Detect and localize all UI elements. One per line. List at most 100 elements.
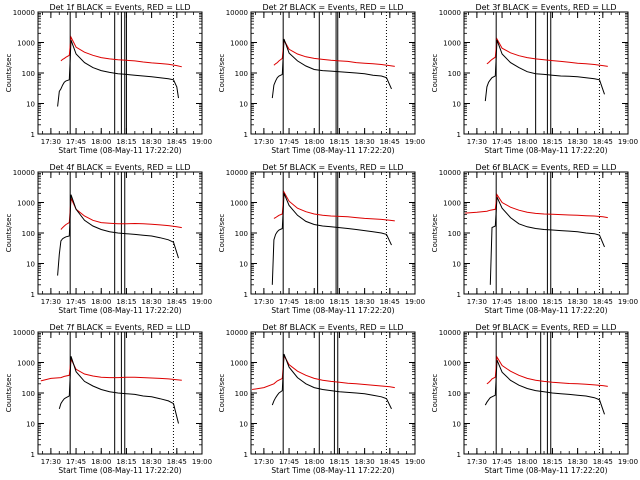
- x-tick-label: 17:30: [467, 298, 487, 306]
- y-axis-label: Counts/sec: [218, 374, 226, 413]
- series-lld-line: [40, 357, 182, 382]
- y-tick-label: 10: [452, 421, 461, 429]
- x-tick-label: 18:15: [116, 298, 136, 306]
- x-tick-label: 18:15: [329, 458, 349, 466]
- y-tick-label: 1: [31, 131, 35, 139]
- panel-det-2: Det 2f BLACK = Events, RED = LLD 1 10 100 10…: [218, 3, 425, 155]
- x-tick-label: 18:30: [355, 458, 375, 466]
- y-tick-label: 1: [31, 451, 35, 459]
- x-tick-label: 18:15: [542, 458, 562, 466]
- plot-title: Det 9f BLACK = Events, RED = LLD: [475, 323, 616, 332]
- y-tick-label: 1000: [230, 200, 248, 208]
- x-tick-label: 18:30: [568, 298, 588, 306]
- plot-title: Det 3f BLACK = Events, RED = LLD: [475, 3, 616, 12]
- x-tick-label: 18:00: [304, 298, 324, 306]
- y-tick-label: 1: [244, 291, 248, 299]
- x-axis-label: Start Time (08-May-11 17:22:20): [58, 466, 181, 475]
- y-tick-label: 1000: [17, 40, 35, 48]
- y-tick-label: 1: [244, 131, 248, 139]
- x-tick-label: 17:45: [279, 458, 299, 466]
- y-tick-label: 1000: [230, 40, 248, 48]
- panel-det-9: Det 9f BLACK = Events, RED = LLD 1 10 100 10…: [431, 323, 638, 475]
- panel-det-3: Det 3f BLACK = Events, RED = LLD 1 10 100 10…: [431, 3, 638, 155]
- x-tick-label: 18:00: [91, 298, 111, 306]
- y-axis-label: Counts/sec: [431, 54, 439, 93]
- panel-det-4: Det 4f BLACK = Events, RED = LLD 1 10 100 10…: [5, 163, 212, 315]
- y-tick-label: 10000: [226, 9, 248, 17]
- y-tick-label: 100: [235, 70, 248, 78]
- y-tick-label: 10000: [13, 9, 35, 17]
- panel-det-6: Det 6f BLACK = Events, RED = LLD 1 10 100 10…: [431, 163, 638, 315]
- y-tick-label: 100: [22, 230, 35, 238]
- x-tick-label: 18:45: [167, 298, 187, 306]
- x-tick-label: 18:00: [91, 138, 111, 146]
- x-tick-label: 17:45: [492, 138, 512, 146]
- x-tick-label: 18:45: [380, 138, 400, 146]
- x-tick-label: 18:30: [568, 138, 588, 146]
- x-tick-label: 18:00: [517, 458, 537, 466]
- x-tick-label: 19:00: [618, 458, 638, 466]
- series-lld-line: [273, 190, 395, 222]
- y-tick-label: 100: [235, 390, 248, 398]
- x-tick-label: 18:15: [116, 138, 136, 146]
- y-tick-label: 10: [239, 261, 248, 269]
- plot-title: Det 4f BLACK = Events, RED = LLD: [49, 163, 190, 172]
- series-events-line: [484, 359, 605, 415]
- plot-frame: [463, 11, 629, 135]
- y-tick-label: 1000: [17, 200, 35, 208]
- y-tick-label: 100: [22, 390, 35, 398]
- y-tick-label: 100: [448, 230, 461, 238]
- y-tick-label: 100: [448, 70, 461, 78]
- plot-frame: [37, 11, 203, 135]
- x-tick-label: 17:45: [66, 138, 86, 146]
- series-lld-line: [486, 355, 608, 387]
- y-axis-label: Counts/sec: [5, 214, 13, 253]
- y-tick-label: 10: [452, 261, 461, 269]
- x-tick-label: 18:45: [380, 298, 400, 306]
- plot-frame: [463, 331, 629, 455]
- x-tick-label: 17:30: [467, 458, 487, 466]
- x-tick-label: 17:30: [41, 138, 61, 146]
- x-axis-label: Start Time (08-May-11 17:22:20): [484, 466, 607, 475]
- x-tick-label: 19:00: [405, 298, 425, 306]
- x-tick-label: 18:15: [329, 138, 349, 146]
- series-events-line: [271, 38, 392, 99]
- x-tick-label: 18:30: [355, 138, 375, 146]
- x-tick-label: 18:45: [593, 298, 613, 306]
- y-axis-label: Counts/sec: [5, 374, 13, 413]
- x-tick-label: 17:45: [66, 458, 86, 466]
- plot-frame: [250, 11, 416, 135]
- series-events-line: [271, 193, 392, 285]
- x-tick-label: 18:00: [517, 138, 537, 146]
- y-tick-label: 10000: [439, 329, 461, 337]
- x-tick-label: 19:00: [405, 458, 425, 466]
- y-tick-label: 100: [235, 230, 248, 238]
- y-tick-label: 10000: [439, 9, 461, 17]
- y-tick-label: 1000: [230, 360, 248, 368]
- x-tick-label: 17:45: [279, 298, 299, 306]
- x-tick-label: 19:00: [192, 138, 212, 146]
- y-tick-label: 10000: [13, 329, 35, 337]
- x-tick-label: 17:30: [254, 298, 274, 306]
- x-tick-label: 18:00: [304, 458, 324, 466]
- x-tick-label: 18:00: [517, 298, 537, 306]
- plot-title: Det 8f BLACK = Events, RED = LLD: [262, 323, 403, 332]
- y-axis-label: Counts/sec: [431, 214, 439, 253]
- panel-det-5: Det 5f BLACK = Events, RED = LLD 1 10 100 10…: [218, 163, 425, 315]
- y-tick-label: 10: [26, 261, 35, 269]
- x-axis-label: Start Time (08-May-11 17:22:20): [271, 466, 394, 475]
- y-tick-label: 10: [26, 101, 35, 109]
- x-tick-label: 17:45: [66, 298, 86, 306]
- series-lld-line: [60, 35, 182, 68]
- y-axis-label: Counts/sec: [431, 374, 439, 413]
- series-events-line: [484, 39, 605, 102]
- x-axis-label: Start Time (08-May-11 17:22:20): [58, 146, 181, 155]
- y-tick-label: 1: [457, 291, 461, 299]
- series-events-line: [58, 356, 179, 424]
- series-lld-line: [60, 197, 182, 230]
- series-lld-line: [465, 193, 608, 219]
- x-tick-label: 18:30: [568, 458, 588, 466]
- y-tick-label: 1000: [443, 40, 461, 48]
- y-tick-label: 1: [457, 131, 461, 139]
